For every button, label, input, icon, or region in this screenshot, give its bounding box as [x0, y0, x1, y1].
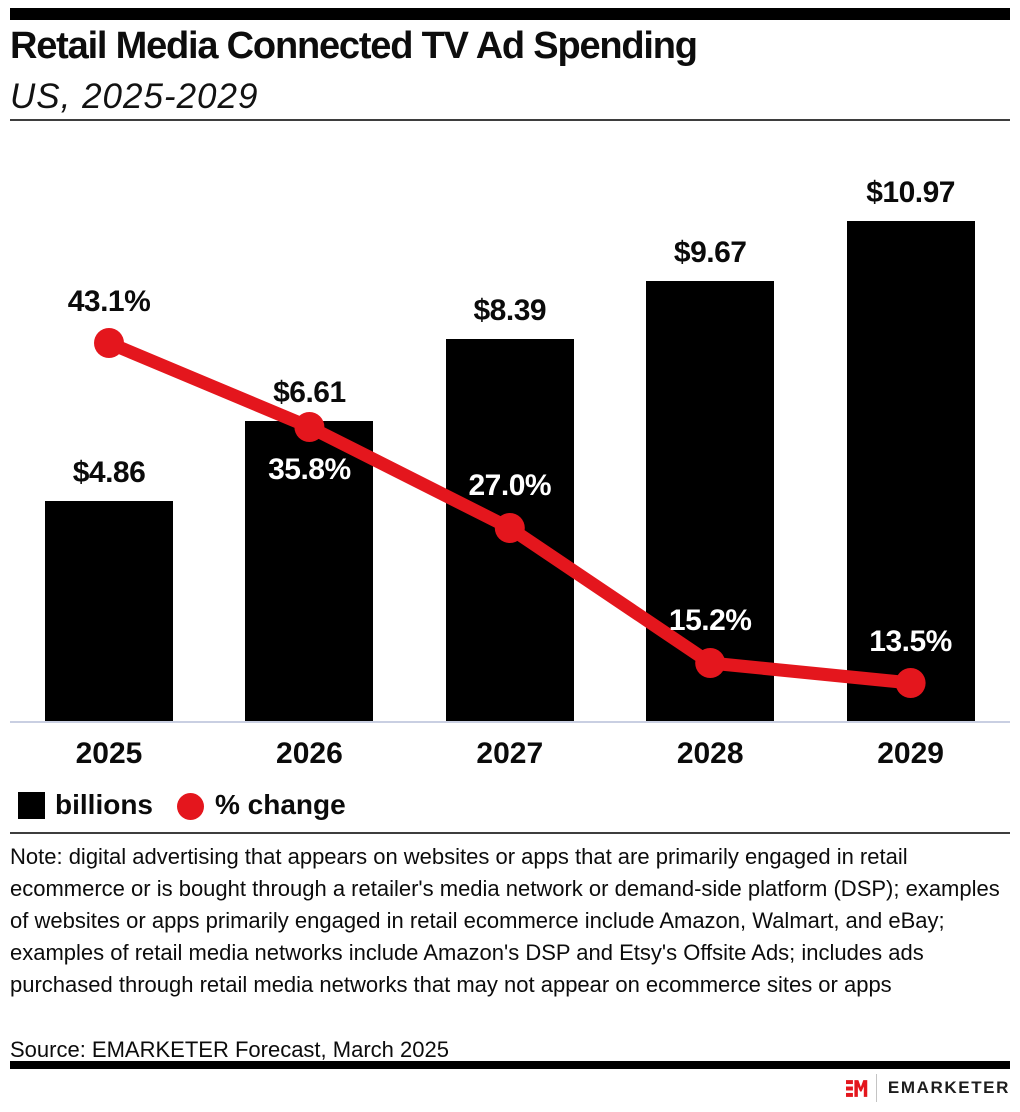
- header-divider: [10, 119, 1010, 121]
- bar-value-label-2027: $8.39: [473, 294, 547, 327]
- x-axis-label-2028: 2028: [676, 737, 744, 770]
- x-axis-label-2029: 2029: [877, 737, 944, 770]
- legend-divider: [10, 832, 1010, 834]
- bottom-accent-bar: [10, 1061, 1010, 1069]
- billions-swatch-icon: [18, 792, 45, 819]
- note-text: Note: digital advertising that appears o…: [10, 844, 1000, 997]
- percent-label-2027: 27.0%: [468, 469, 552, 502]
- bar-value-label-2029: $10.97: [866, 176, 955, 209]
- legend-label-percent-change: % change: [215, 789, 346, 820]
- legend-label-billions: billions: [55, 789, 153, 820]
- bar-value-label-2028: $9.67: [673, 236, 747, 269]
- percent-change-swatch-icon: [177, 793, 204, 820]
- logo-divider: [875, 1074, 877, 1102]
- x-axis-label-2027: 2027: [476, 737, 544, 770]
- percent-label-2029: 13.5%: [869, 625, 952, 658]
- bar-2028: [646, 281, 775, 723]
- x-axis-label-2026: 2026: [276, 737, 343, 770]
- bar-2027: [445, 339, 574, 723]
- percent-label-2026: 35.8%: [268, 453, 351, 486]
- em-logo-icon: [846, 1079, 868, 1097]
- chart-area: $4.86 2025 $6.61 2026 $8.39 2027 $9.67 2028 $10.…: [45, 176, 975, 770]
- x-axis-label-2025: 2025: [75, 737, 143, 770]
- emarketer-wordmark: EMARKETER: [887, 1078, 1010, 1097]
- chart-subtitle: US, 2025-2029: [10, 77, 259, 116]
- chart-title: Retail Media Connected TV Ad Spending: [10, 25, 698, 67]
- top-accent-bar: [10, 8, 1010, 20]
- bar-value-label-2026: $6.61: [273, 376, 346, 409]
- x-axis-baseline: [10, 721, 1010, 723]
- source-text: Source: EMARKETER Forecast, March 2025: [10, 1037, 449, 1062]
- percent-label-2028: 15.2%: [668, 604, 752, 637]
- bar-value-label-2025: $4.86: [72, 456, 146, 489]
- emarketer-logo: EMARKETER: [846, 1073, 1010, 1103]
- bar-2025: [45, 501, 173, 723]
- percent-label-2025: 43.1%: [67, 285, 151, 318]
- line-marker-2025: [94, 328, 124, 358]
